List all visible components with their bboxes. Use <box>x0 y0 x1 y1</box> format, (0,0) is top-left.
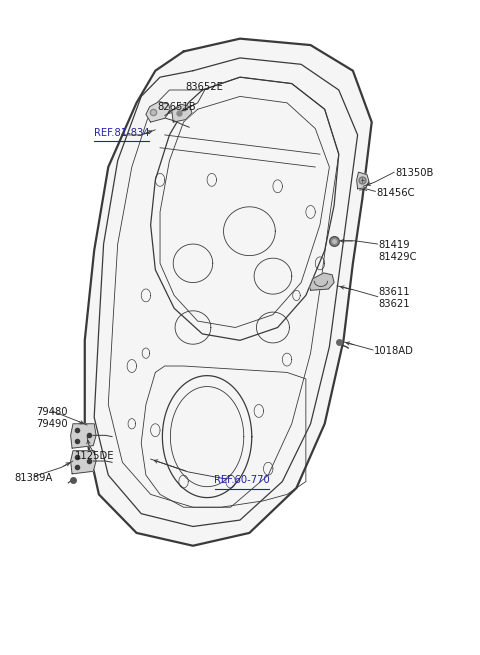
Text: REF.60-770: REF.60-770 <box>215 476 270 485</box>
Polygon shape <box>85 39 372 546</box>
Text: 79490: 79490 <box>36 419 68 429</box>
Text: 79480: 79480 <box>36 407 68 417</box>
Text: 1018AD: 1018AD <box>374 346 414 356</box>
Polygon shape <box>310 273 334 290</box>
Text: 81456C: 81456C <box>376 188 415 198</box>
Text: 81429C: 81429C <box>379 252 417 262</box>
Text: 1125DE: 1125DE <box>75 451 115 461</box>
Text: 83611: 83611 <box>379 287 410 297</box>
Text: REF.81-834: REF.81-834 <box>94 128 149 138</box>
Polygon shape <box>71 451 96 474</box>
Polygon shape <box>146 102 170 122</box>
Text: 83621: 83621 <box>379 299 410 309</box>
Text: 81419: 81419 <box>379 240 410 250</box>
Text: 83652E: 83652E <box>186 82 224 92</box>
Text: 82651B: 82651B <box>157 102 196 112</box>
Polygon shape <box>71 424 96 448</box>
Polygon shape <box>357 172 369 189</box>
Text: 81389A: 81389A <box>15 474 53 483</box>
Text: 81350B: 81350B <box>395 168 433 178</box>
Polygon shape <box>172 104 192 122</box>
